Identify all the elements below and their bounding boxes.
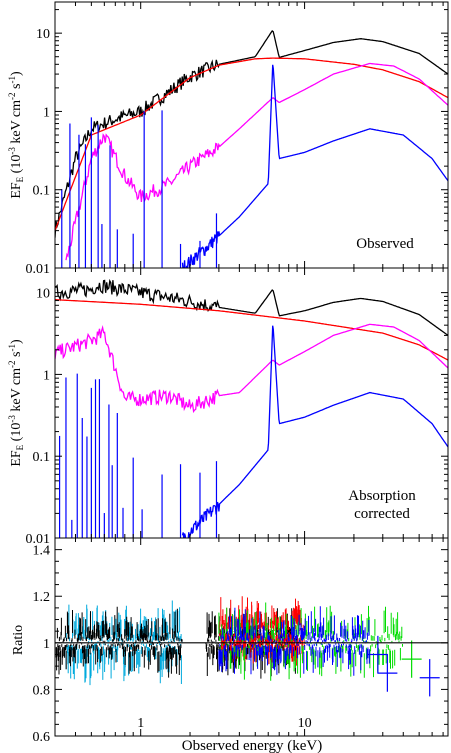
y-tick-label: 0.6 bbox=[33, 730, 51, 745]
y-tick-label: 0.1 bbox=[33, 450, 51, 465]
top-series-2 bbox=[65, 62, 448, 261]
ylabel-top: EFE (10-3 keV cm-2 s-1) bbox=[7, 71, 25, 199]
y-tick-label: 0.01 bbox=[26, 262, 51, 277]
x-tick-label: 10 bbox=[298, 716, 312, 731]
top-series-0 bbox=[55, 29, 448, 238]
y-tick-label: 1 bbox=[43, 368, 50, 383]
y-tick-label: 10 bbox=[36, 27, 50, 42]
ratio-series-5 bbox=[218, 606, 370, 676]
mid-series-3 bbox=[181, 325, 448, 538]
mid-series-0 bbox=[55, 278, 448, 336]
panel-absorption-corrected: 0.01 0.1 1 10 Absorption corrected EFE (10-… bbox=[7, 267, 449, 547]
y-tick-label: 0.1 bbox=[33, 184, 51, 199]
panel-observed: 0.01 0.1 1 10 Observed EFE (10-3 keV cm-2 s… bbox=[7, 1, 449, 277]
y-tick-label: 0.8 bbox=[33, 683, 51, 698]
annotation-corrected: corrected bbox=[354, 506, 410, 522]
annotation-absorption: Absorption bbox=[348, 488, 416, 504]
top-series-1 bbox=[55, 57, 448, 231]
y-tick-label: 1.4 bbox=[33, 544, 51, 559]
mid-series-1 bbox=[55, 299, 448, 361]
ylabel-ratio: Ratio bbox=[11, 625, 26, 655]
top-series-3 bbox=[181, 64, 448, 268]
y-tick-label: 1 bbox=[43, 637, 50, 652]
x-tick-label: 1 bbox=[137, 716, 144, 731]
y-tick-label: 10 bbox=[36, 287, 50, 302]
annotation-observed: Observed bbox=[356, 236, 414, 252]
y-tick-label: 1 bbox=[43, 105, 50, 120]
ylabel-middle: EFE (10-3 keV cm-2 s-1) bbox=[7, 339, 25, 467]
y-tick-label: 1.2 bbox=[33, 590, 51, 605]
mid-series-2 bbox=[55, 323, 448, 414]
y-tick-label: 0.01 bbox=[26, 532, 51, 547]
panel-ratio: 0.6 0.8 1 1.2 1.4 Ratio bbox=[11, 537, 449, 745]
x-axis-label: Observed energy (keV) bbox=[182, 738, 323, 753]
